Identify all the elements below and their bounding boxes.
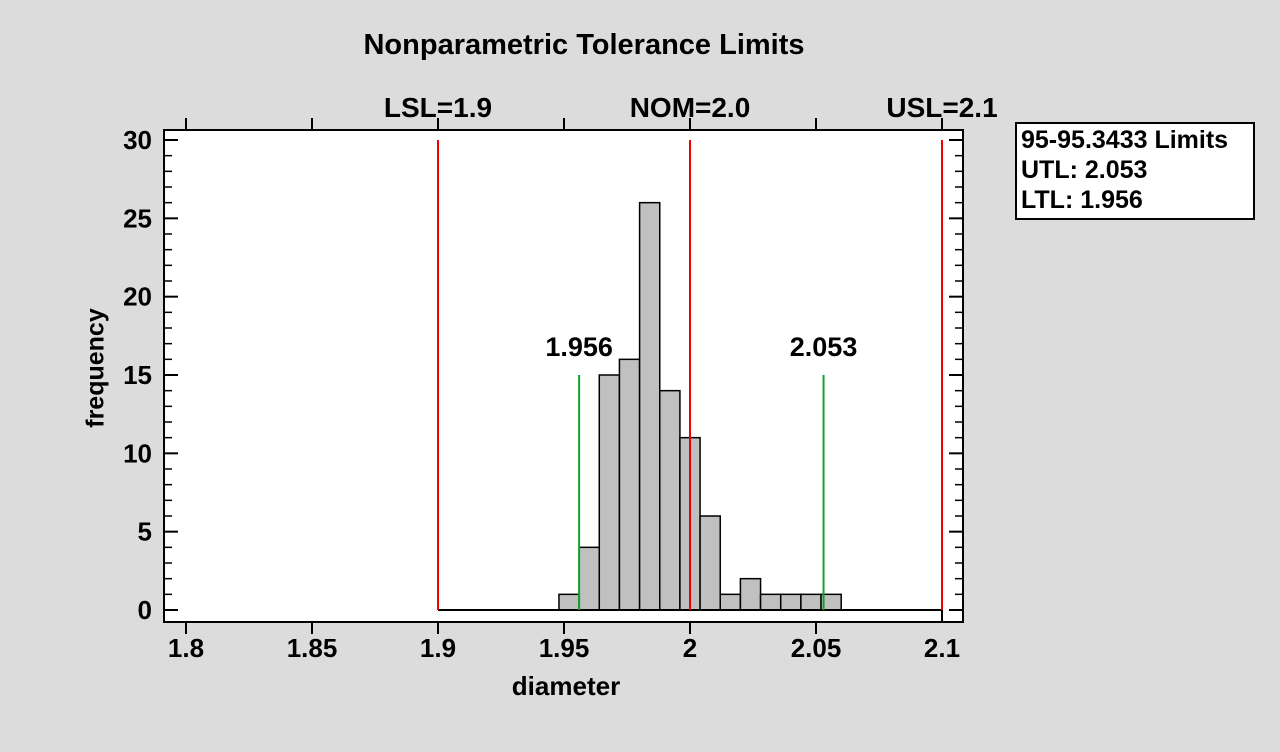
histogram-bar	[578, 546, 601, 611]
legend-utl-line: UTL: 2.053	[1021, 156, 1148, 184]
tolerance-limit-label: 2.053	[790, 332, 858, 362]
y-tick-label: 25	[123, 203, 152, 233]
histogram-bar	[800, 593, 822, 611]
histogram-bar	[699, 515, 721, 611]
histogram-bar	[739, 577, 762, 611]
legend-ltl-line: LTL: 1.956	[1021, 186, 1143, 214]
histogram-bar	[759, 593, 782, 611]
spec-limit-label: NOM=2.0	[630, 92, 751, 123]
x-tick-label: 1.9	[420, 633, 456, 663]
y-tick-label: 0	[138, 595, 152, 625]
x-tick-label: 2	[683, 633, 697, 663]
histogram-bar	[779, 593, 802, 611]
x-tick-label: 1.95	[539, 633, 590, 663]
x-tick-label: 1.8	[168, 633, 204, 663]
histogram-bar	[659, 389, 681, 611]
histogram-bar	[638, 201, 661, 611]
histogram-bar	[618, 358, 641, 611]
x-axis-title: diameter	[511, 671, 621, 701]
y-tick-label: 10	[123, 438, 152, 468]
tolerance-limit-label: 1.956	[545, 332, 613, 362]
plot-area	[164, 130, 963, 622]
tolerance-limits-legend: 95-95.3433 Limits UTL: 2.053 LTL: 1.956	[1015, 122, 1255, 220]
spec-limit-label: USL=2.1	[886, 92, 997, 123]
x-tick-label: 2.1	[924, 633, 960, 663]
y-tick-label: 15	[123, 360, 152, 390]
y-axis-title: frequency	[81, 308, 110, 428]
spec-limit-label: LSL=1.9	[384, 92, 492, 123]
legend-coverage-line: 95-95.3433 Limits	[1021, 126, 1229, 154]
x-tick-label: 1.85	[287, 633, 338, 663]
histogram-bar	[598, 374, 621, 611]
y-tick-label: 20	[123, 282, 152, 312]
histogram-bar	[558, 593, 580, 611]
y-tick-label: 5	[138, 517, 152, 547]
x-tick-label: 2.05	[791, 633, 842, 663]
histogram-bar	[719, 593, 742, 611]
y-tick-label: 30	[123, 125, 152, 155]
chart-title: Nonparametric Tolerance Limits	[363, 29, 805, 61]
